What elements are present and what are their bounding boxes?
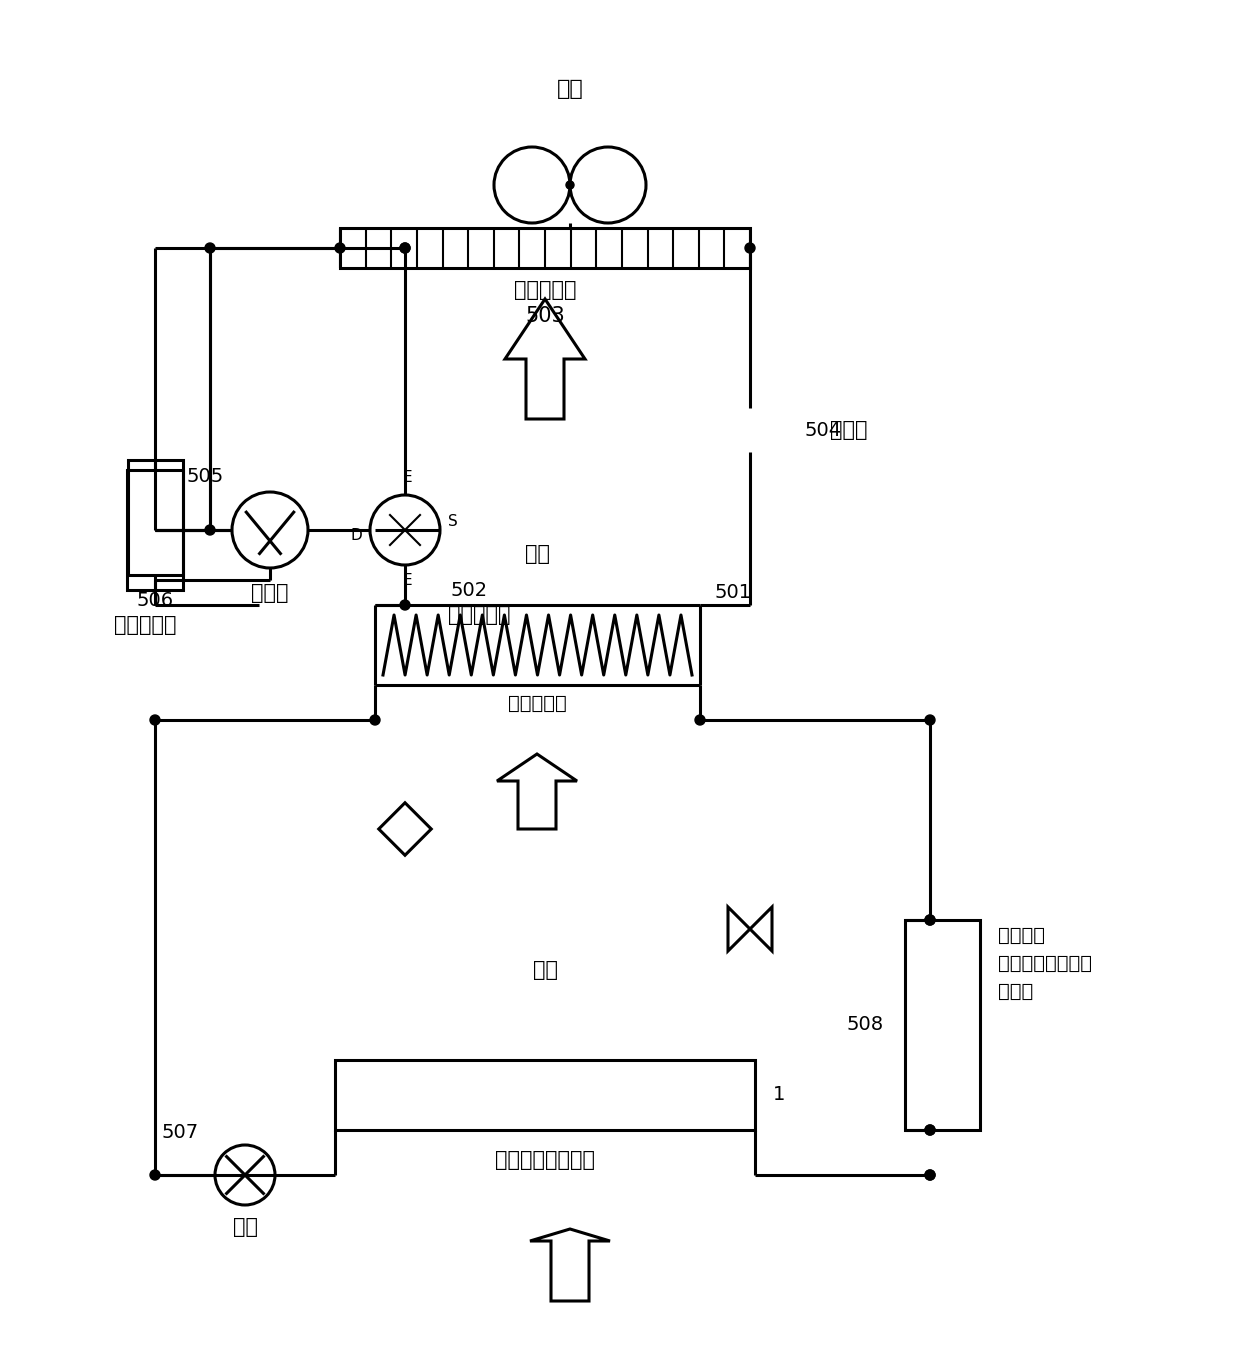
Text: 充管换热器: 充管换热器 [507, 693, 567, 712]
Text: 508: 508 [847, 1015, 884, 1034]
Circle shape [925, 1170, 935, 1180]
Text: 放热: 放热 [532, 959, 558, 980]
Text: 电加热器: 电加热器 [998, 925, 1045, 945]
Circle shape [370, 715, 379, 724]
Text: E: E [402, 573, 412, 588]
Text: 开关）: 开关） [998, 981, 1033, 1000]
Circle shape [925, 1125, 935, 1135]
Text: 501: 501 [715, 583, 753, 602]
Circle shape [694, 715, 706, 724]
Circle shape [925, 1170, 935, 1180]
Circle shape [925, 715, 935, 724]
Text: D: D [350, 527, 362, 542]
Text: 吸热: 吸热 [557, 79, 583, 99]
Text: 电池模组（多个）: 电池模组（多个） [495, 1150, 595, 1170]
Circle shape [745, 243, 755, 253]
Text: 节流阀: 节流阀 [830, 420, 868, 440]
Text: 水泵: 水泵 [233, 1218, 258, 1237]
Text: 504: 504 [805, 420, 842, 439]
Bar [905, 920, 980, 1129]
Text: 507: 507 [161, 1124, 198, 1143]
Text: 502: 502 [450, 580, 487, 599]
Circle shape [925, 915, 935, 925]
Bar [335, 1060, 755, 1129]
Text: 四通换向阀: 四通换向阀 [448, 605, 511, 625]
Text: 压缩机: 压缩机 [252, 583, 289, 603]
Bar [128, 459, 184, 575]
Circle shape [565, 181, 574, 189]
Circle shape [150, 715, 160, 724]
Circle shape [335, 243, 345, 253]
Text: 翘片换热器: 翘片换热器 [513, 280, 577, 300]
Circle shape [401, 243, 410, 253]
Circle shape [925, 1125, 935, 1135]
Text: 503: 503 [525, 306, 565, 326]
Text: 505: 505 [186, 467, 223, 487]
Text: （根据需要，补偶: （根据需要，补偶 [998, 954, 1092, 973]
Text: S: S [448, 515, 458, 530]
Text: 1: 1 [773, 1086, 785, 1105]
Text: 气液分离器: 气液分离器 [114, 616, 176, 635]
Circle shape [205, 243, 215, 253]
Text: E: E [402, 470, 412, 485]
Circle shape [205, 525, 215, 535]
Text: 放热: 放热 [525, 544, 549, 564]
Bar [126, 470, 184, 590]
Circle shape [401, 243, 410, 253]
Circle shape [150, 1170, 160, 1180]
Circle shape [925, 915, 935, 925]
Circle shape [401, 601, 410, 610]
Text: 506: 506 [136, 591, 174, 609]
Bar [340, 228, 750, 268]
